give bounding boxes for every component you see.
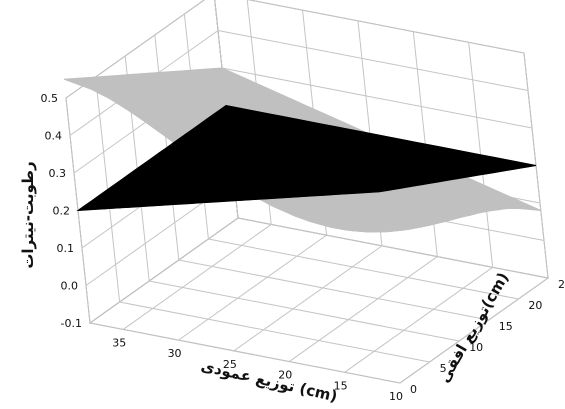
backwall-grid-z [237,217,549,279]
floor-grid-y [178,259,489,321]
floor-grid-y [119,301,430,363]
floor-grid-x [122,224,272,330]
y-tick-label: 15 [499,320,513,333]
floor-grid-x [233,245,383,352]
x-tick-label: 10 [389,390,403,403]
y-axis-ticks: 0 5 10 15 20 25 [410,278,565,396]
y-tick-label: 25 [558,278,565,291]
surface-2 [76,104,537,212]
z-tick-label: 0.3 [49,167,67,180]
z-tick-label: 0.2 [53,205,71,218]
x-tick-label: 15 [334,379,348,392]
floor-grid-y [89,322,401,384]
leftwall-grid-z [89,217,239,324]
floor-grid-x [399,277,549,384]
x-tick-label: 20 [278,369,292,382]
surface-cell [518,203,541,211]
x-tick-label: 25 [223,358,237,371]
floor-grid-x [288,256,438,362]
z-tick-label: 0.0 [61,280,79,293]
backwall-grid-z [221,67,533,129]
x-axis-title: توزیع عمودی (cm) [199,357,339,406]
y-tick-label: 20 [528,299,542,312]
z-axis-ticks: 0.5 0.4 0.3 0.2 0.1 0.0 -0.1 [41,92,83,330]
floor-grid-y [208,238,519,300]
surface-cell [514,162,537,168]
z-tick-label: 0.1 [57,242,75,255]
floor-grid-x [178,234,327,341]
x-axis-ticks: 35 30 25 20 15 10 [112,336,403,403]
x-tick-label: 35 [112,336,126,349]
floor-grid-x [344,266,493,373]
z-tick-label: 0.4 [45,130,63,143]
backwall-grid-z [247,0,525,54]
y-tick-label: 0 [410,383,417,396]
y-tick-label: 10 [469,341,483,354]
z-tick-label: -0.1 [61,317,82,330]
surfaces [63,67,542,233]
y-tick-label: 5 [440,362,447,375]
backwall-grid-z [217,30,529,91]
z-axis-title: رطوبت-نیترات [19,161,37,268]
x-tick-label: 30 [168,347,182,360]
z-tick-label: 0.5 [41,92,59,105]
floor-grid-y [149,280,460,342]
